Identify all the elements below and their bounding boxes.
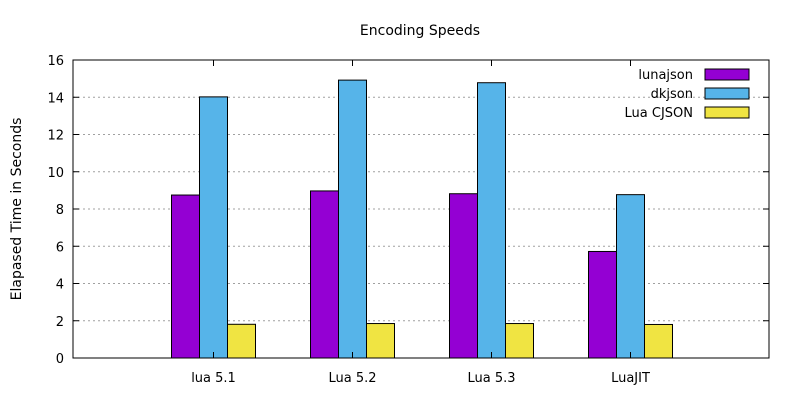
bar-lunajson xyxy=(449,193,478,359)
bar-lunajson xyxy=(171,194,200,359)
y-tick-label: 2 xyxy=(56,315,64,330)
chart-title: Encoding Speeds xyxy=(360,23,480,39)
x-axis-ticks: lua 5.1 Lua 5.2 Lua 5.3 LuaJIT xyxy=(191,60,650,386)
legend-label: lunajson xyxy=(638,68,693,83)
bar-lua-cjson xyxy=(505,323,534,359)
legend-swatch xyxy=(704,68,750,81)
bar-lunajson xyxy=(310,190,339,359)
bar-dkjson xyxy=(338,79,367,359)
y-tick-label: 10 xyxy=(47,166,64,181)
x-tick-label: lua 5.1 xyxy=(191,371,236,386)
bar-lunajson xyxy=(588,250,617,359)
bar-dkjson xyxy=(199,96,228,359)
bar-lua-cjson xyxy=(366,323,395,359)
y-tick-label: 4 xyxy=(56,278,64,293)
bars xyxy=(171,79,673,359)
y-axis-ticks: 0 2 4 6 8 10 12 14 16 xyxy=(47,54,769,367)
bar-dkjson xyxy=(477,82,506,359)
y-tick-label: 14 xyxy=(47,91,64,106)
legend-swatch xyxy=(704,106,750,119)
bar-dkjson xyxy=(616,194,645,359)
bar-lua-cjson xyxy=(644,323,673,359)
legend-label: Lua CJSON xyxy=(625,106,693,121)
y-tick-label: 0 xyxy=(56,352,64,367)
legend-label: dkjson xyxy=(651,87,693,102)
x-tick-label: Lua 5.2 xyxy=(328,371,376,386)
y-tick-label: 6 xyxy=(56,240,64,255)
y-axis-label: Elapased Time in Seconds xyxy=(9,118,25,301)
bar-lua-cjson xyxy=(227,323,256,359)
x-tick-label: Lua 5.3 xyxy=(467,371,515,386)
x-tick-label: LuaJIT xyxy=(611,371,650,386)
y-tick-label: 8 xyxy=(56,203,64,218)
legend: lunajson dkjson Lua CJSON xyxy=(625,68,750,121)
legend-swatch xyxy=(704,87,750,100)
y-tick-label: 12 xyxy=(47,129,64,144)
y-tick-label: 16 xyxy=(47,54,64,69)
